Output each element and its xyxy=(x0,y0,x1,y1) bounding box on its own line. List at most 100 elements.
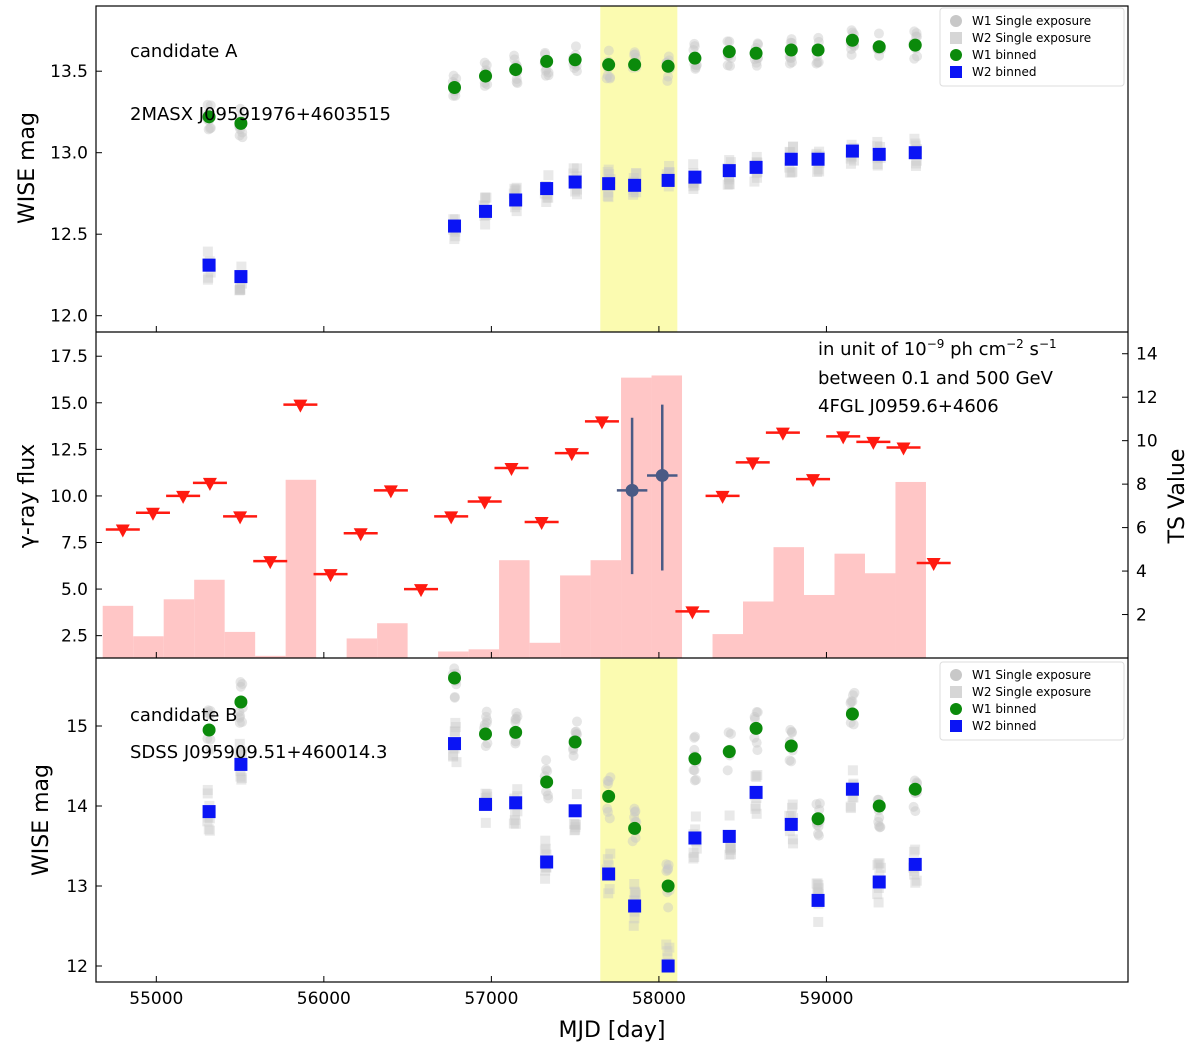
w1-single-exposure-point xyxy=(605,72,616,83)
x-tick-label: 56000 xyxy=(297,989,351,1009)
upper-limit-marker xyxy=(353,528,368,542)
w2-single-exposure-point xyxy=(570,824,581,835)
w1-single-exposure-point xyxy=(481,711,492,722)
ts-value-bar xyxy=(743,601,774,658)
w2-single-exposure-point xyxy=(688,181,699,192)
w1-single-exposure-point xyxy=(511,77,522,88)
w2-single-exposure-point xyxy=(202,816,213,827)
w2-single-exposure-point xyxy=(663,167,674,178)
w1-binned-point xyxy=(602,789,616,803)
w2-single-exposure-point xyxy=(813,880,824,891)
w1-single-exposure-point xyxy=(449,691,460,702)
w2-single-exposure-point xyxy=(540,873,551,884)
ts-y-axis-label: TS Value xyxy=(1165,449,1190,545)
w2-single-exposure-point xyxy=(784,167,795,178)
w2-single-exposure-point xyxy=(512,806,523,817)
w2-single-exposure-point xyxy=(690,811,701,822)
w2-single-exposure-point xyxy=(786,167,797,178)
ts-value-bar xyxy=(499,560,530,658)
w2-single-exposure-point xyxy=(664,942,675,953)
w1-single-exposure-point xyxy=(663,863,674,874)
w2-single-exposure-point xyxy=(911,155,922,166)
w2-binned-point xyxy=(448,219,462,233)
w2-single-exposure-point xyxy=(845,158,856,169)
candidate-b-label: candidate B xyxy=(130,705,237,726)
right-y-tick-label: 4 xyxy=(1136,562,1147,582)
w1-single-exposure-point xyxy=(449,692,460,703)
w2-single-exposure-point xyxy=(480,192,491,203)
legend-bottom: W1 Single exposure W2 Single exposure W1… xyxy=(939,661,1125,741)
w1-single-exposure-point xyxy=(205,709,216,720)
w1-single-exposure-point xyxy=(234,717,245,728)
w2-single-exposure-point xyxy=(910,140,921,151)
w1-binned-point xyxy=(568,53,582,67)
w1-single-exposure-point xyxy=(479,80,490,91)
w1-single-exposure-point xyxy=(540,70,551,81)
right-y-tick-label: 14 xyxy=(1136,345,1158,365)
w2-binned-point xyxy=(661,173,675,187)
w1-single-exposure-point xyxy=(202,99,213,110)
w1-single-exposure-point xyxy=(752,38,763,49)
x-tick-label: 55000 xyxy=(129,989,183,1009)
w1-single-exposure-point xyxy=(234,712,245,723)
w2-binned-point xyxy=(845,144,859,158)
candidate-a-source-name: 2MASX J09591976+4603515 xyxy=(130,104,391,125)
ts-value-bar xyxy=(621,377,652,658)
w1-binned-point xyxy=(749,721,763,735)
upper-limit-marker xyxy=(564,448,579,462)
w2-single-exposure-point xyxy=(540,835,551,846)
w2-binned-point xyxy=(234,270,248,284)
y-tick-label: 14 xyxy=(66,797,88,817)
w1-single-exposure-point xyxy=(510,736,521,747)
w2-single-exposure-point xyxy=(568,818,579,829)
w1-single-exposure-point xyxy=(603,776,614,787)
w1-single-exposure-point xyxy=(479,719,490,730)
w1-single-exposure-point xyxy=(751,737,762,748)
x-tick-label: 58000 xyxy=(632,989,686,1009)
upper-limit-marker xyxy=(444,511,459,525)
w2-single-exposure-point xyxy=(603,860,614,871)
w1-binned-point xyxy=(661,879,675,893)
ts-value-bar xyxy=(529,642,561,658)
w1-single-exposure-point xyxy=(627,836,638,847)
w1-single-exposure-point xyxy=(629,807,640,818)
w1-single-exposure-point xyxy=(601,73,612,84)
w2-single-exposure-point xyxy=(910,877,921,888)
w2-single-exposure-point xyxy=(786,811,797,822)
w1-binned-point xyxy=(845,33,859,47)
w2-single-exposure-point xyxy=(235,283,246,294)
upper-limit-marker xyxy=(504,462,519,476)
y-tick-label: 12.5 xyxy=(50,225,88,245)
w1-binned-point xyxy=(784,43,798,57)
w2-binned-point xyxy=(811,893,825,907)
gamma-energy-range: between 0.1 and 500 GeV xyxy=(818,368,1054,389)
w2-single-exposure-point xyxy=(629,913,640,924)
w1-single-exposure-point xyxy=(724,36,735,47)
w1-single-exposure-point xyxy=(749,711,760,722)
right-y-tick-label: 12 xyxy=(1136,388,1158,408)
w1-single-exposure-point xyxy=(235,677,246,688)
w1-single-exposure-point xyxy=(722,765,733,776)
w1-single-exposure-point xyxy=(846,25,857,36)
w2-single-exposure-point xyxy=(630,889,641,900)
upper-limit-marker xyxy=(202,477,217,491)
y-tick-label: 17.5 xyxy=(50,347,88,367)
w1-single-exposure-point xyxy=(874,822,885,833)
w1-single-exposure-point xyxy=(509,54,520,65)
w1-single-exposure-point xyxy=(874,50,885,61)
w1-single-exposure-point xyxy=(449,663,460,674)
w2-single-exposure-point xyxy=(512,791,523,802)
w1-binned-point xyxy=(602,58,616,72)
w1-single-exposure-point xyxy=(481,60,492,71)
w2-single-exposure-point xyxy=(235,766,246,777)
w2-single-exposure-point xyxy=(628,187,639,198)
w1-single-exposure-point xyxy=(603,45,614,56)
w2-single-exposure-point xyxy=(603,192,614,203)
y-tick-label: 10.0 xyxy=(50,487,88,507)
w2-single-exposure-point xyxy=(630,168,641,179)
w1-single-exposure-point xyxy=(811,799,822,810)
w1-binned-point xyxy=(202,723,216,737)
w2-single-exposure-point xyxy=(509,183,520,194)
ts-value-bar xyxy=(834,553,865,658)
w2-single-exposure-point xyxy=(787,141,798,152)
